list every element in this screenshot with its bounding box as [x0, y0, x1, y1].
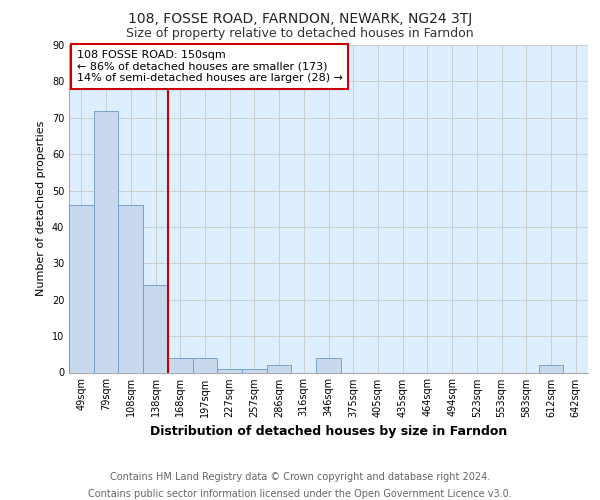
Bar — [242, 369, 267, 372]
Text: Size of property relative to detached houses in Farndon: Size of property relative to detached ho… — [126, 28, 474, 40]
Bar — [168, 358, 193, 372]
Text: 108 FOSSE ROAD: 150sqm
← 86% of detached houses are smaller (173)
14% of semi-de: 108 FOSSE ROAD: 150sqm ← 86% of detached… — [77, 50, 343, 83]
Bar — [143, 285, 168, 372]
Text: Contains public sector information licensed under the Open Government Licence v3: Contains public sector information licen… — [88, 489, 512, 499]
Bar — [118, 205, 143, 372]
Bar — [316, 358, 341, 372]
Bar — [539, 365, 563, 372]
Text: Contains HM Land Registry data © Crown copyright and database right 2024.: Contains HM Land Registry data © Crown c… — [110, 472, 490, 482]
X-axis label: Distribution of detached houses by size in Farndon: Distribution of detached houses by size … — [150, 425, 507, 438]
Bar — [193, 358, 217, 372]
Bar — [69, 205, 94, 372]
Bar — [217, 369, 242, 372]
Bar — [94, 110, 118, 372]
Text: 108, FOSSE ROAD, FARNDON, NEWARK, NG24 3TJ: 108, FOSSE ROAD, FARNDON, NEWARK, NG24 3… — [128, 12, 472, 26]
Y-axis label: Number of detached properties: Number of detached properties — [36, 121, 46, 296]
Bar — [267, 365, 292, 372]
